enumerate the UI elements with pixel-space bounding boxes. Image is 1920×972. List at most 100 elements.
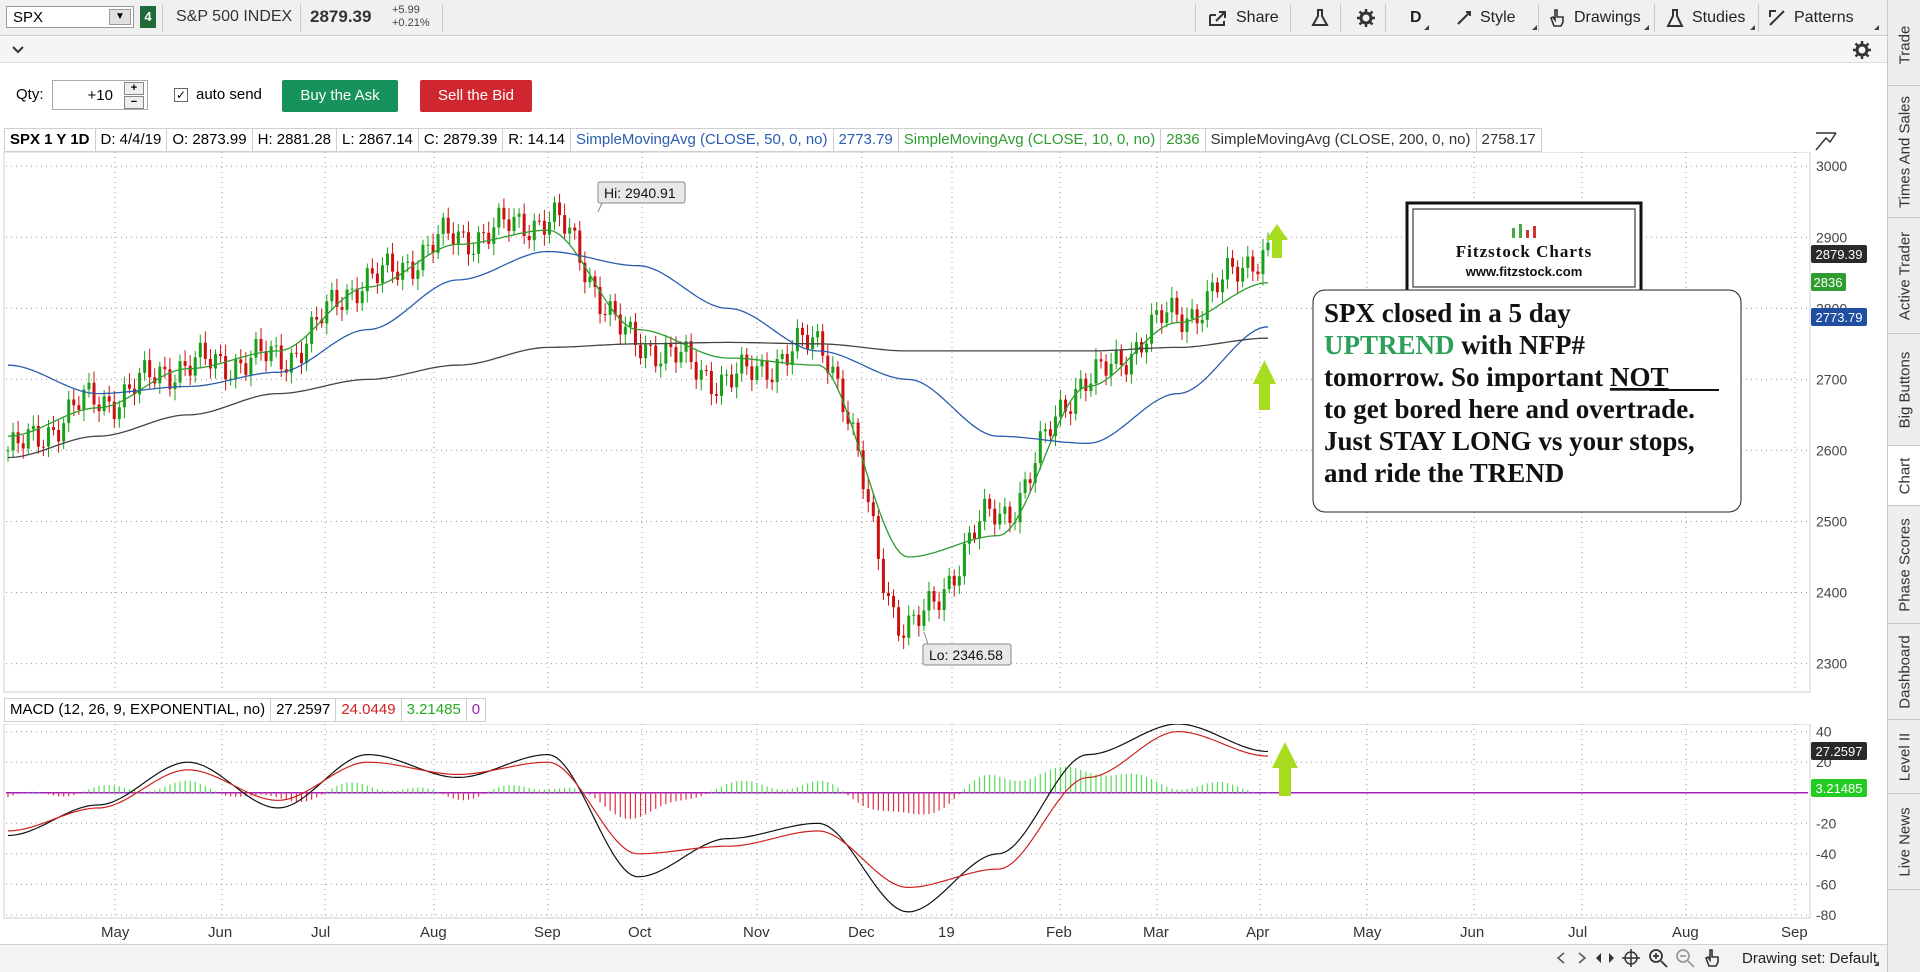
chart-settings-gear-icon[interactable] [1852, 40, 1872, 60]
tab-level-ii[interactable]: Level II [1888, 720, 1920, 794]
candle-body [568, 227, 572, 234]
flask-button[interactable] [1302, 2, 1338, 34]
time-axis: May Jun Jul Aug Sep Oct Nov Dec 19 Feb Mar Apr May Ju… [101, 924, 1808, 941]
candle-body [947, 575, 951, 590]
chevron-down-icon[interactable] [12, 45, 24, 55]
candle-body [62, 423, 66, 442]
right-side-tabs: Trade Times And Sales Active Trader Big But… [1887, 0, 1920, 972]
candle-body [1023, 479, 1027, 493]
timeframe-label: D [1410, 9, 1422, 26]
crosshair-icon[interactable] [1622, 949, 1640, 967]
sma50-value: 2773.79 [833, 128, 899, 152]
tab-phase-scores[interactable]: Phase Scores [1888, 506, 1920, 624]
candle-body [699, 370, 703, 380]
share-button[interactable]: Share [1200, 2, 1287, 34]
candle-body [907, 615, 911, 638]
candle-body [492, 227, 496, 244]
price-grid [6, 152, 1808, 692]
link-badge[interactable]: 4 [140, 6, 156, 28]
symbol-dropdown-button[interactable]: ▼ [109, 9, 131, 25]
drawing-set-label[interactable]: Drawing set: Default [1742, 950, 1878, 967]
pan-hand-icon[interactable] [1703, 948, 1721, 968]
candle-body [633, 321, 637, 346]
sell-the-bid-button[interactable]: Sell the Bid [420, 80, 532, 112]
symbol-input[interactable]: SPX ▼ [6, 6, 134, 28]
qty-increment-button[interactable]: + [124, 82, 144, 95]
candle-body [1104, 361, 1108, 376]
tab-chart[interactable]: Chart [1888, 446, 1920, 506]
candle-body [795, 327, 799, 352]
chart-expand-icon[interactable] [1814, 130, 1838, 152]
candle-body [188, 365, 192, 376]
zoom-in-icon[interactable] [1648, 948, 1668, 968]
zoom-out-icon[interactable] [1675, 948, 1695, 968]
macd-label[interactable]: MACD (12, 26, 9, EXPONENTIAL, no) [4, 698, 272, 722]
sma200-label[interactable]: SimpleMovingAvg (CLOSE, 200, 0, no) [1205, 128, 1477, 152]
expand-time-icon[interactable] [1594, 949, 1616, 967]
time-tick-label: Jun [1460, 924, 1484, 941]
candle-body [335, 289, 339, 307]
qty-label: Qty: [16, 86, 44, 103]
style-button[interactable]: Style [1448, 2, 1538, 34]
candle-body [886, 592, 890, 597]
percent-change: +0.21% [392, 17, 430, 29]
candle-body [745, 354, 749, 367]
timeframe-button[interactable]: D [1402, 2, 1430, 34]
studies-button[interactable]: Studies [1658, 2, 1756, 34]
tab-label: Chart [1896, 457, 1913, 494]
buy-the-ask-button[interactable]: Buy the Ask [282, 80, 398, 112]
tab-dashboard[interactable]: Dashboard [1888, 624, 1920, 720]
tab-active-trader[interactable]: Active Trader [1888, 218, 1920, 334]
time-tick-label: Aug [420, 924, 447, 941]
candle-body [613, 301, 617, 315]
settings-button[interactable] [1348, 2, 1384, 34]
drawings-button[interactable]: Drawings [1540, 2, 1650, 34]
note-line-6: and ride the TREND [1324, 458, 1564, 488]
candle-body [446, 217, 450, 234]
note-line-5: Just STAY LONG vs your stops, [1324, 426, 1695, 456]
tab-live-news[interactable]: Live News [1888, 794, 1920, 890]
candle-body [269, 346, 273, 362]
candle-body [603, 314, 607, 316]
scroll-right-icon[interactable] [1577, 952, 1587, 964]
candle-body [391, 253, 395, 272]
candle-body [831, 366, 835, 373]
auto-send-checkbox[interactable]: ✓ [174, 88, 188, 102]
candle-body [917, 614, 921, 626]
style-label: Style [1480, 9, 1516, 26]
tab-big-buttons[interactable]: Big Buttons [1888, 334, 1920, 446]
sma10-label[interactable]: SimpleMovingAvg (CLOSE, 10, 0, no) [898, 128, 1162, 152]
candle-body [547, 221, 551, 235]
macd-histogram [7, 766, 1269, 820]
sma10-value: 2836 [1161, 128, 1206, 152]
candle-body [750, 366, 754, 381]
candle-body [36, 425, 40, 447]
scroll-left-icon[interactable] [1556, 952, 1566, 964]
patterns-button[interactable]: Patterns [1760, 2, 1880, 34]
candle-body [244, 363, 248, 375]
candle-body [1205, 291, 1209, 320]
candle-body [138, 372, 142, 395]
candle-body [375, 273, 379, 284]
candle-body [46, 427, 50, 447]
candle-body [1220, 279, 1224, 293]
candle-body [1160, 310, 1164, 323]
candle-body [117, 407, 121, 420]
tab-times-and-sales[interactable]: Times And Sales [1888, 86, 1920, 218]
sma50-label[interactable]: SimpleMovingAvg (CLOSE, 50, 0, no) [571, 128, 834, 152]
candle-body [239, 359, 243, 364]
drawing-set-dropdown-icon[interactable] [1874, 961, 1879, 966]
price-chart[interactable]: 23002400250026002700280029003000 Hi: 294… [0, 152, 1887, 696]
candle-body [694, 361, 698, 380]
tab-trade[interactable]: Trade [1888, 4, 1920, 86]
candle-body [421, 244, 425, 271]
candle-body [461, 231, 465, 233]
candle-body [816, 331, 820, 338]
candle-body [664, 342, 668, 364]
qty-decrement-button[interactable]: − [124, 96, 144, 109]
low-callout: Lo: 2346.58 [922, 631, 1012, 666]
bar-date: D: 4/4/19 [95, 128, 168, 152]
candle-body [451, 233, 455, 245]
